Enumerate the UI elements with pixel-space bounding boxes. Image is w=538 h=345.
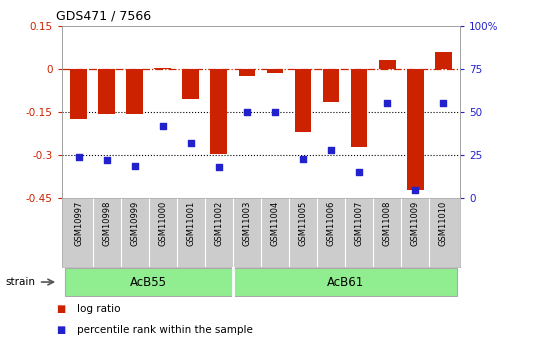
Bar xyxy=(154,68,171,69)
Text: GSM11006: GSM11006 xyxy=(327,200,336,246)
Text: ■: ■ xyxy=(56,304,66,314)
Text: GSM11007: GSM11007 xyxy=(355,200,364,246)
Point xyxy=(187,140,195,146)
Point xyxy=(243,109,251,115)
Text: log ratio: log ratio xyxy=(77,304,121,314)
Text: GSM11000: GSM11000 xyxy=(158,200,167,246)
Text: AcB61: AcB61 xyxy=(327,276,364,288)
Text: GSM11010: GSM11010 xyxy=(438,200,448,246)
Text: strain: strain xyxy=(5,277,36,287)
Text: GSM11002: GSM11002 xyxy=(214,200,223,246)
Point xyxy=(74,154,83,160)
Bar xyxy=(98,69,115,114)
Point xyxy=(439,101,448,106)
Bar xyxy=(70,69,87,119)
Point xyxy=(215,165,223,170)
Point xyxy=(299,156,307,161)
Text: GSM11009: GSM11009 xyxy=(410,200,420,246)
Bar xyxy=(266,69,284,73)
Point xyxy=(411,187,420,193)
Text: ■: ■ xyxy=(56,325,66,335)
Bar xyxy=(323,69,339,102)
Text: GSM10997: GSM10997 xyxy=(74,200,83,246)
Bar xyxy=(233,268,457,296)
Text: GSM11005: GSM11005 xyxy=(299,200,308,246)
Text: GSM10999: GSM10999 xyxy=(130,200,139,246)
Bar xyxy=(65,268,233,296)
Text: GDS471 / 7566: GDS471 / 7566 xyxy=(56,9,152,22)
Bar xyxy=(379,60,395,69)
Point xyxy=(159,123,167,129)
Bar xyxy=(351,69,367,147)
Bar xyxy=(238,69,256,76)
Text: GSM11008: GSM11008 xyxy=(383,200,392,246)
Bar xyxy=(126,69,143,114)
Text: AcB55: AcB55 xyxy=(130,276,167,288)
Text: GSM11003: GSM11003 xyxy=(243,200,251,246)
Text: percentile rank within the sample: percentile rank within the sample xyxy=(77,325,253,335)
Bar xyxy=(435,52,451,69)
Point xyxy=(383,101,392,106)
Bar xyxy=(182,69,199,99)
Point xyxy=(271,109,279,115)
Point xyxy=(355,170,363,175)
Point xyxy=(130,163,139,168)
Text: GSM10998: GSM10998 xyxy=(102,200,111,246)
Text: GSM11001: GSM11001 xyxy=(186,200,195,246)
Bar xyxy=(407,69,423,190)
Text: GSM11004: GSM11004 xyxy=(271,200,279,246)
Point xyxy=(327,147,335,153)
Point xyxy=(102,158,111,163)
Bar xyxy=(210,69,227,154)
Bar xyxy=(295,69,312,132)
